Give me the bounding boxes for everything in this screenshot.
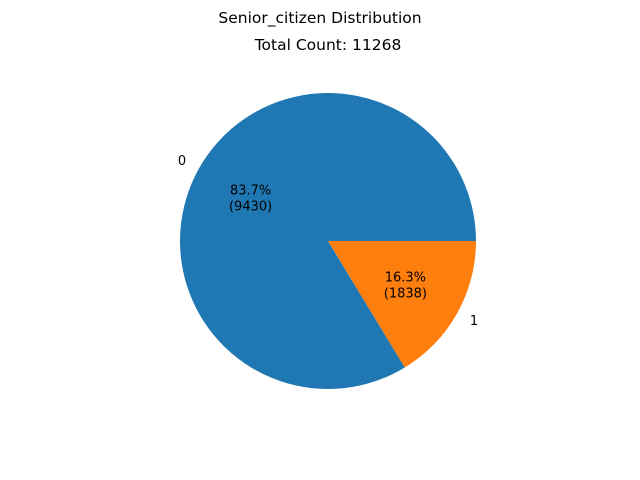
chart-suptitle: Senior_citizen Distribution	[218, 9, 421, 28]
chart-title: Total Count: 11268	[254, 36, 402, 54]
pie-labels: 0 83.7%(9430) 1 16.3%(1838)	[178, 154, 478, 329]
percent-label-0: 83.7%	[230, 183, 271, 198]
category-label-1: 1	[470, 314, 478, 329]
count-label-1: (1838)	[384, 287, 427, 302]
category-label-0: 0	[178, 154, 186, 169]
pie-slice-1	[328, 241, 476, 368]
percent-label-1: 16.3%	[385, 271, 426, 286]
pie-slices	[180, 93, 477, 389]
count-label-0: (9430)	[229, 199, 272, 214]
